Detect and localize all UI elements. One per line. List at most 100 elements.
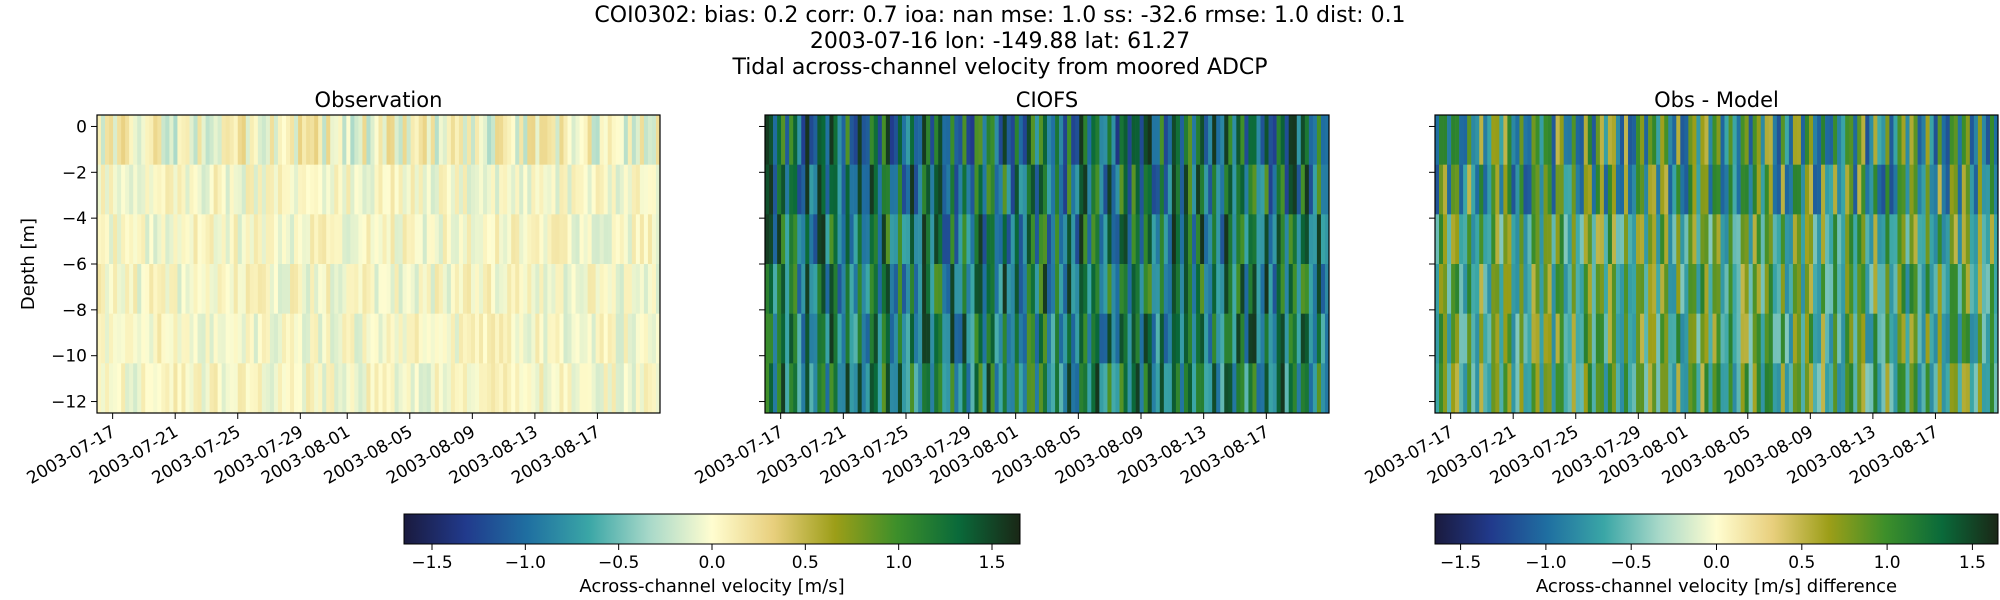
- heatmap-cell: [615, 363, 621, 413]
- heatmap-cell: [1151, 313, 1157, 364]
- heatmap-cell: [1179, 164, 1185, 215]
- heatmap-cell: [1018, 115, 1024, 165]
- heatmap-cell: [978, 313, 983, 364]
- heatmap-cell: [1583, 214, 1589, 265]
- heatmap-cell: [1829, 164, 1834, 215]
- heatmap-cell: [619, 115, 625, 165]
- heatmap-cell: [1264, 115, 1269, 165]
- heatmap-cell: [1953, 115, 1959, 165]
- heatmap-cell: [1131, 164, 1136, 215]
- heatmap-cell: [511, 214, 516, 265]
- heatmap-cell: [994, 164, 999, 215]
- heatmap-cell: [1252, 214, 1257, 265]
- heatmap-cell: [326, 164, 331, 215]
- heatmap-cell: [1171, 214, 1177, 265]
- heatmap-cell: [1143, 313, 1149, 364]
- heatmap-cell: [567, 115, 572, 165]
- heatmap-cell: [559, 264, 564, 314]
- heatmap-cell: [1591, 363, 1597, 413]
- heatmap-cell: [1696, 214, 1701, 265]
- heatmap-cell: [619, 313, 625, 364]
- heatmap-cell: [1175, 313, 1181, 364]
- heatmap-cell: [495, 363, 500, 413]
- heatmap-cell: [1147, 363, 1153, 413]
- heatmap-cell: [575, 363, 580, 413]
- heatmap-cell: [954, 214, 959, 265]
- heatmap-cell: [527, 363, 532, 413]
- heatmap-cell: [1885, 313, 1890, 364]
- heatmap-cell: [1111, 363, 1116, 413]
- heatmap-cell: [1288, 313, 1294, 364]
- heatmap-cell: [1042, 115, 1048, 165]
- heatmap-cell: [205, 115, 210, 165]
- heatmap-cell: [1917, 264, 1922, 314]
- heatmap-cell: [338, 164, 343, 215]
- heatmap-cell: [1236, 115, 1241, 165]
- heatmap-cell: [1760, 115, 1766, 165]
- heatmap-cell: [1567, 164, 1573, 215]
- heatmap-cell: [281, 214, 287, 265]
- heatmap-cell: [1937, 115, 1942, 165]
- heatmap-cell: [495, 313, 500, 364]
- heatmap-cell: [1736, 363, 1741, 413]
- heatmap-cell: [1083, 313, 1088, 364]
- heatmap-cell: [655, 115, 660, 165]
- heatmap-cell: [1628, 363, 1633, 413]
- heatmap-cell: [535, 115, 540, 165]
- heatmap-cell: [1248, 115, 1253, 165]
- heatmap-cell: [1881, 363, 1886, 413]
- colorbar-gradient: [403, 513, 1021, 545]
- heatmap-cell: [1212, 115, 1217, 165]
- heatmap-cell: [233, 363, 239, 413]
- heatmap-cell: [1439, 264, 1444, 314]
- heatmap-cell: [1716, 313, 1721, 364]
- heatmap-cell: [129, 264, 134, 314]
- heatmap-cell: [789, 164, 794, 215]
- heatmap-cell: [1965, 214, 1971, 265]
- heatmap-cell: [1296, 115, 1302, 165]
- heatmap-cell: [483, 313, 488, 364]
- heatmap-cell: [785, 264, 790, 314]
- heatmap-cell: [1228, 164, 1233, 215]
- heatmap-cell: [261, 164, 267, 215]
- heatmap-cell: [1977, 313, 1983, 364]
- heatmap-cell: [1804, 164, 1810, 215]
- heatmap-cell: [1808, 214, 1814, 265]
- heatmap-cell: [837, 264, 842, 314]
- heatmap-cell: [587, 313, 592, 364]
- heatmap-cell: [1676, 313, 1681, 364]
- heatmap-cell: [611, 313, 617, 364]
- heatmap-cell: [334, 313, 339, 364]
- heatmap-cell: [523, 264, 528, 314]
- heatmap-cell: [1748, 363, 1753, 413]
- heatmap-cell: [1304, 164, 1310, 215]
- heatmap-cell: [1539, 264, 1544, 314]
- heatmap-cell: [934, 164, 939, 215]
- heatmap-cell: [1212, 164, 1217, 215]
- heatmap-cell: [1873, 164, 1878, 215]
- heatmap-cell: [1981, 164, 1987, 215]
- heatmap-cell: [109, 115, 114, 165]
- heatmap-cell: [1127, 115, 1132, 165]
- heatmap-cell: [1660, 363, 1665, 413]
- heatmap-cell: [1167, 264, 1173, 314]
- heatmap-cell: [318, 363, 323, 413]
- heatmap-cell: [1599, 363, 1605, 413]
- heatmap-cell: [1051, 363, 1056, 413]
- heatmap-cell: [1475, 363, 1480, 413]
- heatmap-cell: [1276, 115, 1281, 165]
- heatmap-cell: [1175, 164, 1181, 215]
- heatmap-cell: [539, 164, 544, 215]
- heatmap-cell: [245, 214, 251, 265]
- heatmap-cell: [773, 115, 778, 165]
- heatmap-cell: [1905, 264, 1910, 314]
- heatmap-cell: [261, 313, 267, 364]
- heatmap-cell: [639, 313, 645, 364]
- heatmap-cell: [1079, 264, 1084, 314]
- heatmap-cell: [1632, 363, 1637, 413]
- heatmap-cell: [1212, 264, 1217, 314]
- heatmap-cell: [1503, 363, 1508, 413]
- heatmap-cell: [366, 115, 371, 165]
- heatmap-cell: [269, 115, 275, 165]
